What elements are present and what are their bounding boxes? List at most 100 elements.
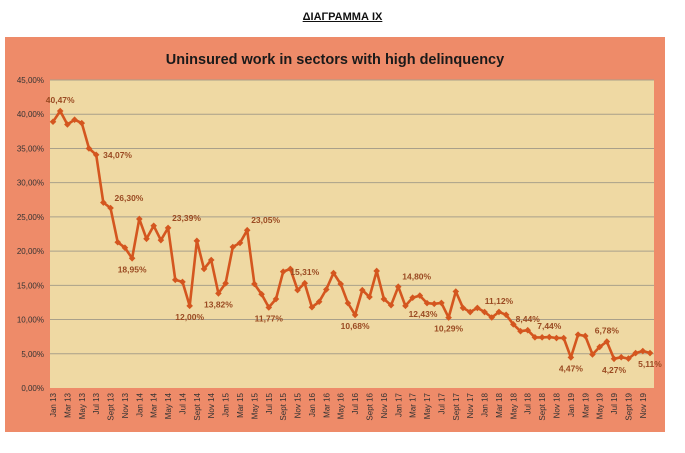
data-point-marker xyxy=(596,343,603,351)
data-point-marker xyxy=(510,321,517,328)
data-point-marker xyxy=(143,235,150,243)
x-tick-label: Jan 16 xyxy=(308,392,317,417)
data-point-marker xyxy=(330,269,337,277)
data-point-marker xyxy=(107,204,114,212)
data-label: 11,77% xyxy=(255,313,284,323)
series-markers xyxy=(49,107,654,363)
data-point-marker xyxy=(200,265,208,273)
data-point-marker xyxy=(243,226,251,234)
x-tick-label: Mar 19 xyxy=(581,392,590,417)
x-tick-label: Jul 13 xyxy=(92,392,101,414)
data-point-marker xyxy=(337,280,345,288)
x-tick-label: Nov 17 xyxy=(466,392,475,418)
data-point-marker xyxy=(495,308,503,316)
gridlines xyxy=(50,79,654,355)
data-point-marker xyxy=(502,311,510,319)
data-point-marker xyxy=(646,349,654,357)
data-point-marker xyxy=(56,107,64,115)
x-tick-label: May 16 xyxy=(337,392,346,419)
x-tick-label: Mar 18 xyxy=(495,392,504,417)
x-tick-label: Jul 19 xyxy=(610,392,619,414)
y-tick-label: 30,00% xyxy=(17,179,44,188)
x-tick-label: May 15 xyxy=(250,392,259,419)
data-label: 12,43% xyxy=(409,309,438,319)
data-point-marker xyxy=(423,299,431,307)
data-label: 10,68% xyxy=(341,321,370,331)
x-tick-label: May 17 xyxy=(423,392,432,419)
x-tick-label: Jan 17 xyxy=(394,392,403,417)
data-point-marker xyxy=(136,215,143,223)
data-label: 40,47% xyxy=(46,95,75,105)
data-point-marker xyxy=(567,354,575,361)
x-tick-label: Jan 13 xyxy=(49,392,58,417)
data-point-marker xyxy=(78,119,86,127)
x-tick-label: May 18 xyxy=(509,392,518,419)
data-point-marker xyxy=(85,145,93,152)
x-tick-label: Sept 18 xyxy=(538,392,547,420)
x-tick-label: Jan 19 xyxy=(567,392,576,417)
data-point-marker xyxy=(92,151,100,159)
data-point-marker xyxy=(323,286,330,293)
data-point-marker xyxy=(625,355,632,362)
x-tick-label: Nov 16 xyxy=(380,392,389,418)
x-tick-label: Nov 19 xyxy=(639,392,648,418)
x-tick-label: Nov 15 xyxy=(294,392,303,418)
data-point-marker xyxy=(459,304,467,312)
y-tick-label: 15,00% xyxy=(17,281,44,290)
data-point-marker xyxy=(251,280,258,288)
data-label: 13,82% xyxy=(204,299,233,309)
data-point-marker xyxy=(179,278,186,286)
data-point-marker xyxy=(394,283,402,291)
data-label: 12,00% xyxy=(175,312,204,322)
y-tick-label: 45,00% xyxy=(17,76,44,85)
data-point-marker xyxy=(438,299,445,307)
x-tick-label: Mar 15 xyxy=(236,392,245,417)
data-point-marker xyxy=(553,334,560,342)
data-point-marker xyxy=(617,353,625,361)
x-tick-label: Mar 16 xyxy=(322,392,331,417)
data-point-marker xyxy=(524,326,532,334)
data-point-marker xyxy=(229,243,237,251)
data-label: 18,95% xyxy=(118,264,147,274)
data-point-marker xyxy=(366,293,373,301)
x-tick-label: Nov 13 xyxy=(121,392,130,418)
data-point-marker xyxy=(409,294,416,301)
data-point-marker xyxy=(128,254,136,262)
data-point-marker xyxy=(531,334,539,341)
data-point-marker xyxy=(279,268,287,275)
data-point-marker xyxy=(351,311,359,319)
data-point-marker xyxy=(236,239,244,247)
data-label: 15,31% xyxy=(290,267,319,277)
x-tick-label: Nov 18 xyxy=(552,392,561,418)
x-tick-label: Mar 13 xyxy=(63,392,72,417)
data-point-marker xyxy=(215,290,222,297)
data-point-marker xyxy=(474,304,481,312)
data-label: 11,12% xyxy=(485,296,514,306)
y-tick-label: 5,00% xyxy=(21,350,44,359)
x-tick-label: Mar 17 xyxy=(409,392,418,417)
x-tick-label: Sept 16 xyxy=(365,392,374,420)
data-point-marker xyxy=(452,288,460,295)
data-label: 8,44% xyxy=(516,314,541,324)
data-point-marker xyxy=(265,304,273,311)
x-tick-label: Jul 17 xyxy=(437,392,446,414)
x-axis-ticks: Jan 13 Mar 13 May 13 Jul 13 Sept 13 Nov 13 Jan… xyxy=(49,392,648,420)
y-tick-label: 10,00% xyxy=(17,316,44,325)
data-label: 5,11% xyxy=(638,359,662,369)
data-label: 14,80% xyxy=(402,272,431,282)
data-point-marker xyxy=(207,256,215,264)
x-tick-label: Sept 19 xyxy=(624,392,633,420)
data-point-marker xyxy=(150,222,157,230)
data-point-marker xyxy=(632,349,639,357)
plot-area xyxy=(50,80,654,388)
data-point-marker xyxy=(294,286,301,294)
data-point-marker xyxy=(488,314,496,321)
chart-title: Uninsured work in sectors with high deli… xyxy=(166,52,504,68)
data-point-marker xyxy=(639,347,647,355)
data-point-marker xyxy=(416,292,424,299)
data-label: 10,29% xyxy=(434,324,463,334)
data-point-marker xyxy=(71,116,78,123)
x-tick-label: Sept 13 xyxy=(107,392,116,420)
data-point-marker xyxy=(445,314,452,321)
